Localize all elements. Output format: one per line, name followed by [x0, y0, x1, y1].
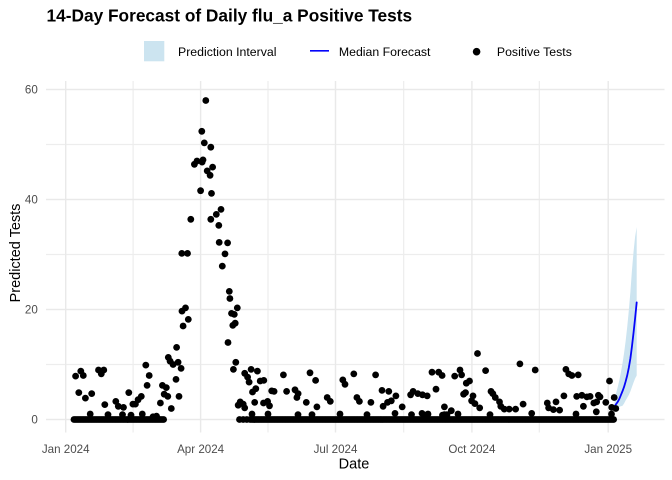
svg-text:Median Forecast: Median Forecast	[339, 45, 431, 59]
svg-text:Oct 2024: Oct 2024	[448, 443, 496, 456]
svg-text:0: 0	[31, 414, 37, 427]
svg-text:Positive Tests: Positive Tests	[497, 45, 572, 59]
svg-text:14-Day Forecast of Daily flu_a: 14-Day Forecast of Daily flu_a Positive …	[47, 5, 413, 25]
svg-text:60: 60	[25, 84, 38, 97]
svg-text:Date: Date	[339, 456, 370, 472]
svg-text:Prediction Interval: Prediction Interval	[178, 45, 276, 59]
svg-text:20: 20	[25, 304, 38, 317]
svg-text:Jan 2025: Jan 2025	[584, 443, 632, 456]
svg-text:Apr 2024: Apr 2024	[177, 443, 225, 456]
svg-text:Predicted Tests: Predicted Tests	[8, 204, 24, 303]
svg-text:Jan 2024: Jan 2024	[42, 443, 90, 456]
svg-text:Jul 2024: Jul 2024	[314, 443, 358, 456]
svg-text:40: 40	[25, 194, 38, 207]
